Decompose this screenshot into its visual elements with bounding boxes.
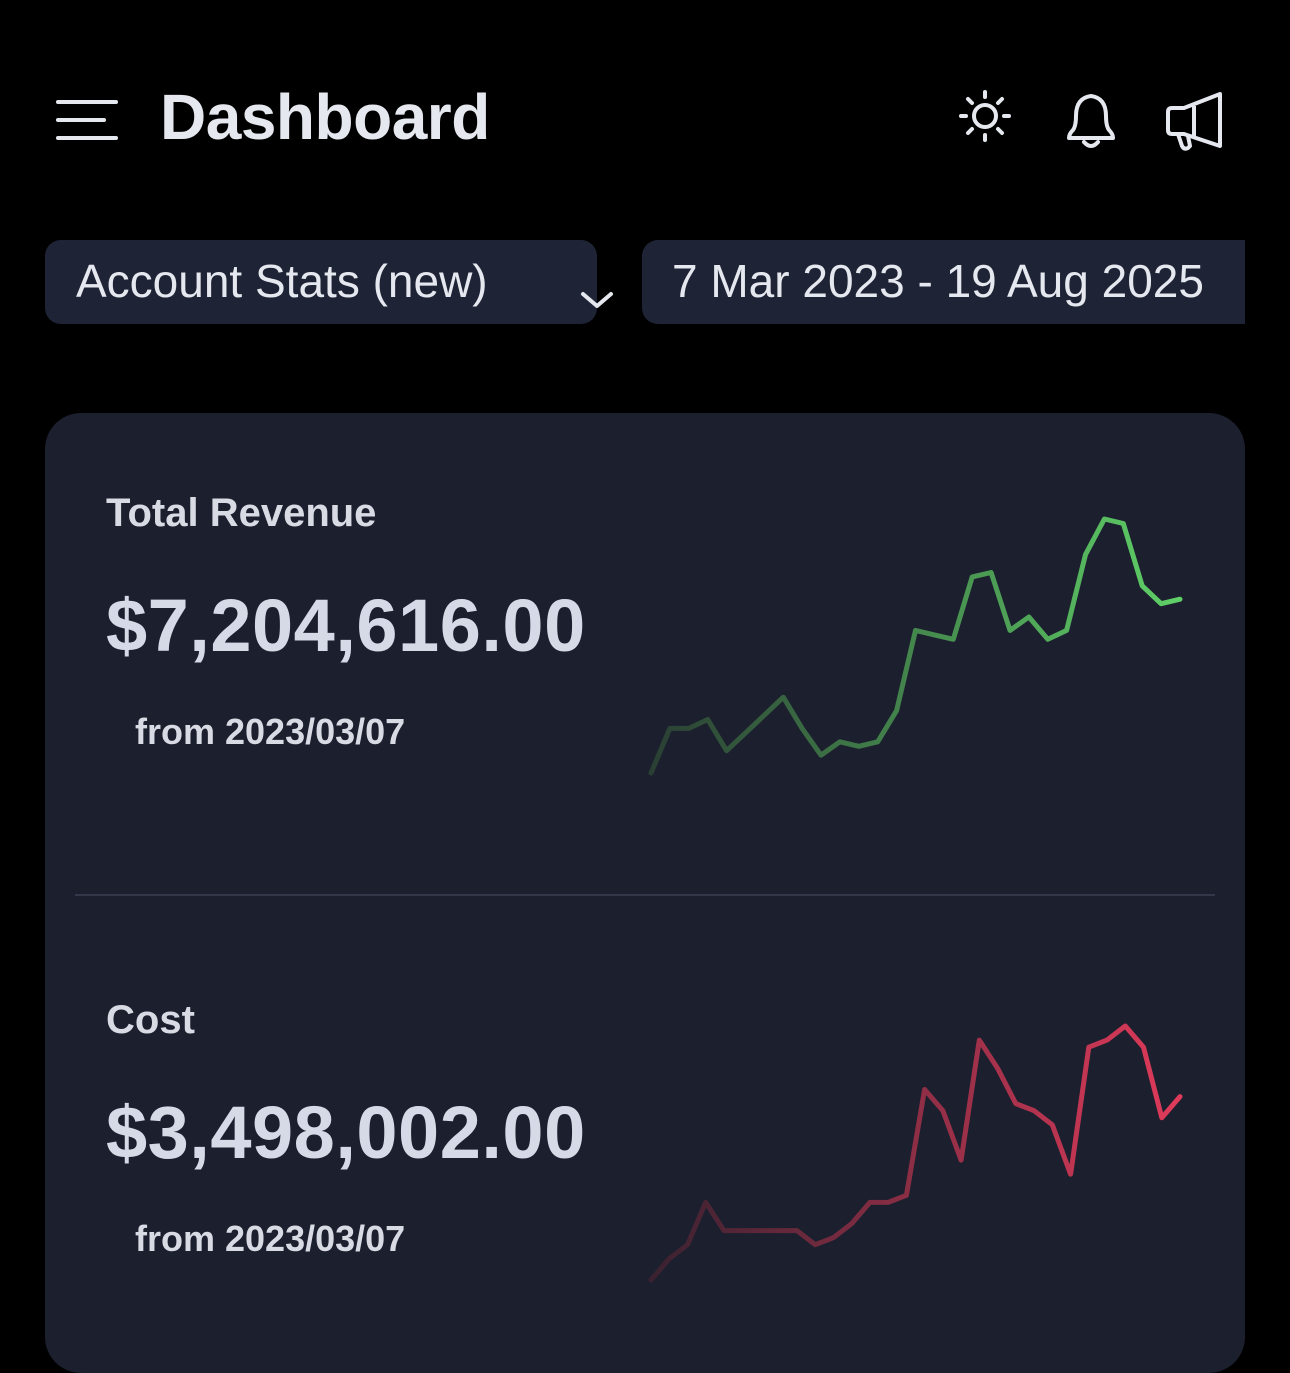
date-range-picker[interactable]: 7 Mar 2023 - 19 Aug 2025: [642, 240, 1245, 324]
date-range-value: 7 Mar 2023 - 19 Aug 2025: [672, 255, 1204, 307]
sparkline-series: [648, 1023, 1183, 1283]
hamburger-menu-icon[interactable]: [56, 98, 118, 142]
megaphone-icon[interactable]: [1160, 84, 1230, 154]
sparkline-series: [648, 516, 1183, 776]
metric-total-revenue[interactable]: Total Revenue $7,204,616.00 from 2023/03…: [45, 413, 1245, 873]
chevron-down-icon: [577, 270, 617, 308]
cost-sparkline: [643, 1018, 1188, 1288]
view-selector-value: Account Stats (new): [76, 255, 488, 307]
stats-card: Total Revenue $7,204,616.00 from 2023/03…: [45, 413, 1245, 1373]
metric-cost[interactable]: Cost $3,498,002.00 from 2023/03/07: [45, 913, 1245, 1373]
bell-icon[interactable]: [1056, 84, 1126, 154]
metric-value: $3,498,002.00: [106, 1091, 586, 1174]
revenue-sparkline: [643, 511, 1188, 781]
sun-icon[interactable]: [950, 84, 1020, 154]
divider: [75, 894, 1215, 896]
metric-label: Total Revenue: [106, 491, 377, 535]
view-selector[interactable]: Account Stats (new): [45, 240, 613, 324]
metric-since: from 2023/03/07: [135, 1218, 406, 1259]
header: Dashboard: [0, 0, 1290, 200]
metric-label: Cost: [106, 998, 195, 1042]
page-title: Dashboard: [160, 81, 490, 153]
metric-since: from 2023/03/07: [135, 711, 406, 752]
metric-value: $7,204,616.00: [106, 584, 586, 667]
